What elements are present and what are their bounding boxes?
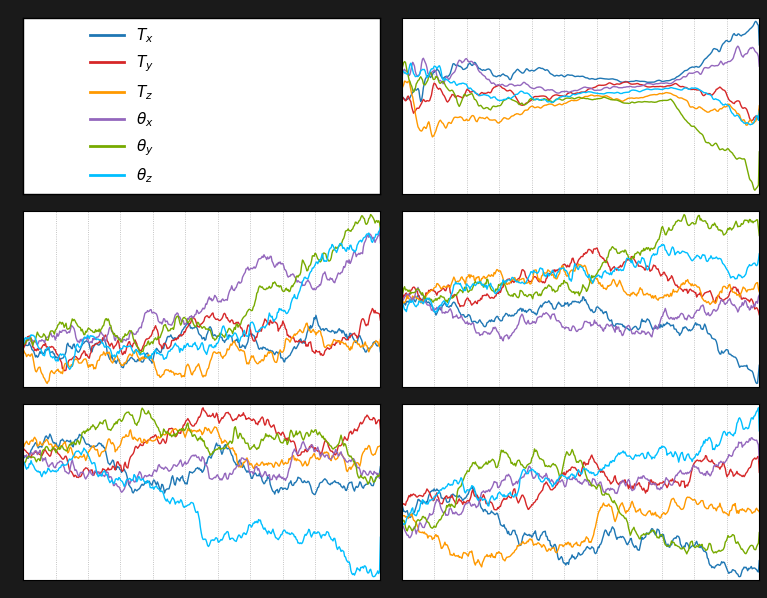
- Legend: $T_x$, $T_y$, $T_z$, $\theta_x$, $\theta_y$, $\theta_z$: $T_x$, $T_y$, $T_z$, $\theta_x$, $\theta…: [84, 21, 160, 191]
